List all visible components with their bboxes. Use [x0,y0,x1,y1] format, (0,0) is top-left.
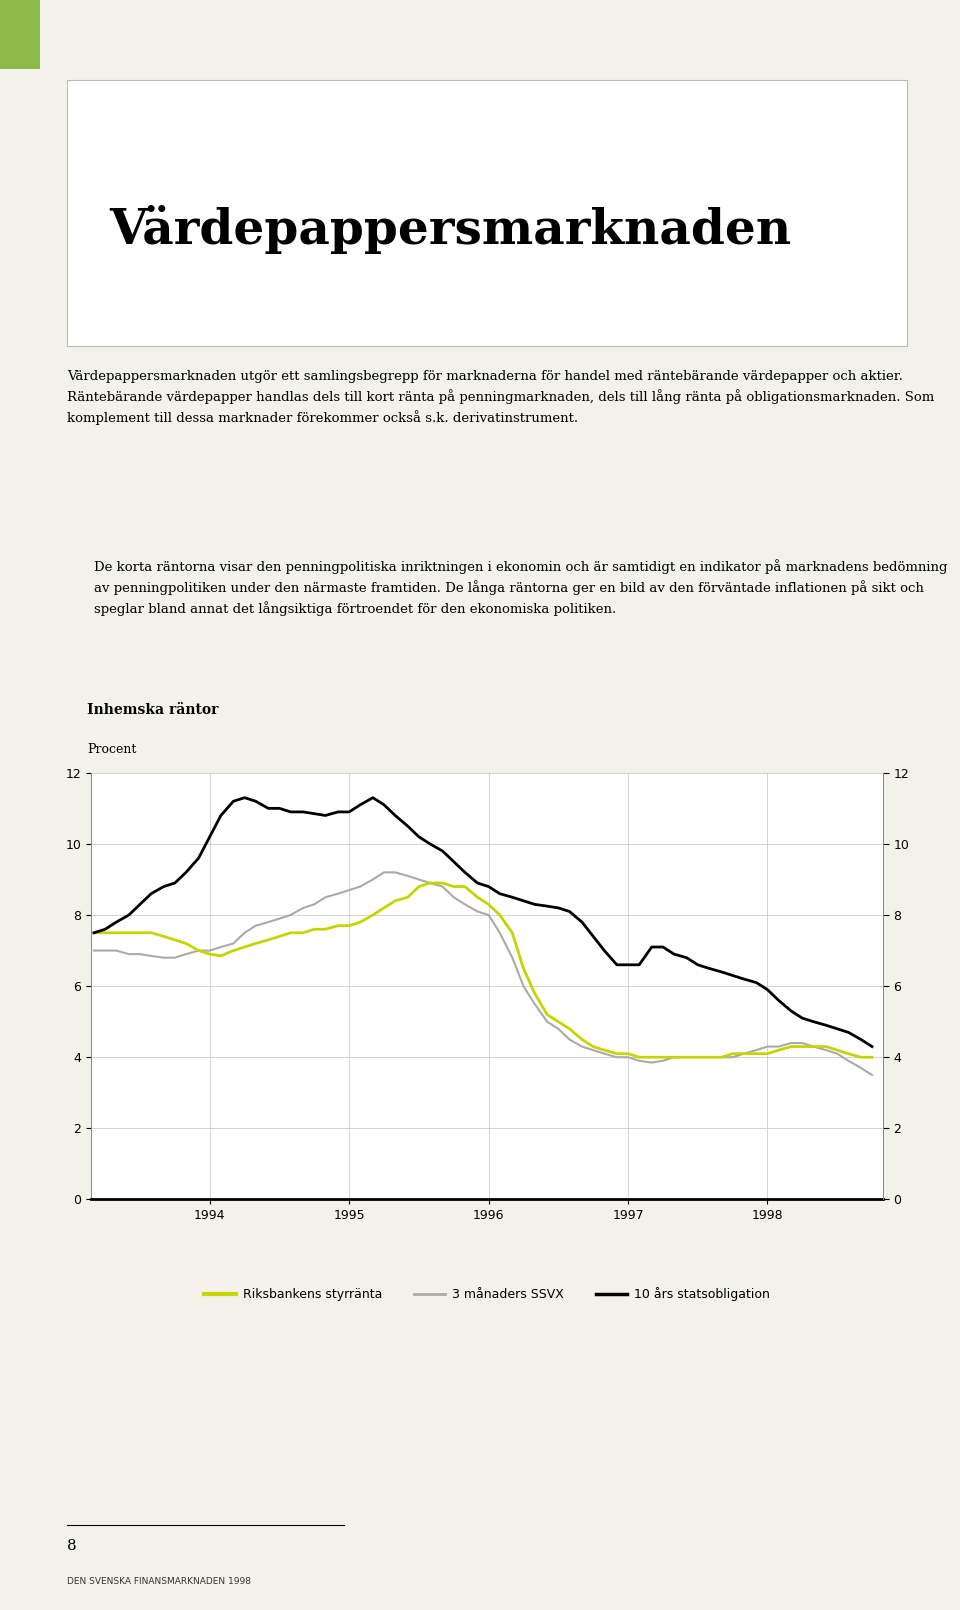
Text: 8: 8 [67,1539,77,1554]
Text: Procent: Procent [87,742,136,755]
Text: Inhemska räntor: Inhemska räntor [87,704,219,718]
Text: De korta räntorna visar den penningpolitiska inriktningen i ekonomin och är samt: De korta räntorna visar den penningpolit… [94,560,948,617]
Text: Värdepappersmarknaden utgör ett samlingsbegrepp för marknaderna för handel med r: Värdepappersmarknaden utgör ett samlings… [67,370,934,425]
Text: DEN SVENSKA FINANSMARKNADEN 1998: DEN SVENSKA FINANSMARKNADEN 1998 [67,1576,252,1586]
Legend: Riksbankens styrränta, 3 månaders SSVX, 10 års statsobligation: Riksbankens styrränta, 3 månaders SSVX, … [200,1283,775,1306]
Text: Värdepappersmarknaden: Värdepappersmarknaden [109,204,791,254]
